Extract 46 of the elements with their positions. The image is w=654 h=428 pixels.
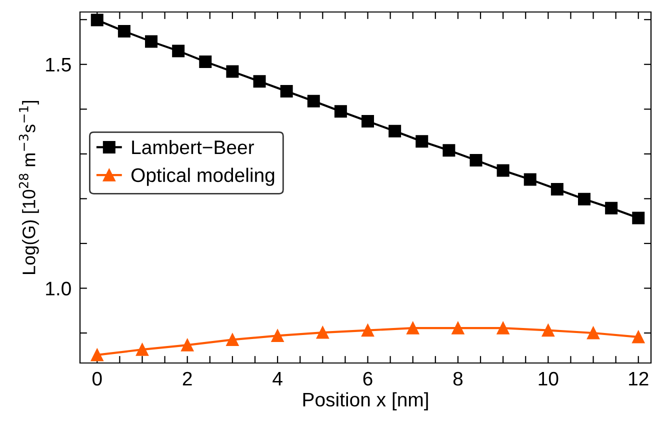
x-tick-label: 6 [363,372,372,386]
point [416,135,428,148]
point [271,329,284,342]
point [496,322,510,334]
point [362,114,374,128]
x-tick-label: 12 [629,372,648,386]
x-tick-label: 2 [182,372,192,386]
point [226,333,239,346]
point [388,124,402,138]
y-tick-label: 1.5 [46,58,71,72]
point [578,192,590,206]
point [334,105,347,118]
x-tick-label: 10 [538,372,558,386]
point [442,144,456,157]
point [145,35,158,48]
y-axis-title: Log(G) [10$^{28}$ m$^{−3}$s$^{−1}$] [18,100,39,274]
point [452,322,464,334]
point [542,324,554,337]
point [316,326,329,339]
point [470,154,482,166]
x-tick-label: 0 [92,372,102,386]
point [181,338,194,352]
point [90,348,104,362]
x-axis-title: Position x [nm] [303,392,428,410]
point [605,202,618,214]
point [226,65,239,78]
point [136,343,148,356]
y-tick-label: 1.0 [46,282,71,296]
point [550,183,564,196]
point [362,324,374,337]
point [524,173,536,186]
point [587,326,600,340]
legend-label: Lambert−Beer [132,140,254,154]
point [496,164,510,177]
point [172,44,185,58]
point [280,84,293,98]
point [632,330,645,344]
x-tick-label: 4 [272,372,282,386]
point [253,75,266,88]
legend-label: Optical modeling [131,168,274,186]
point [118,25,130,38]
point [632,212,645,224]
point [406,322,420,334]
point [199,55,212,68]
x-tick-label: 8 [453,372,463,386]
point [307,94,320,108]
